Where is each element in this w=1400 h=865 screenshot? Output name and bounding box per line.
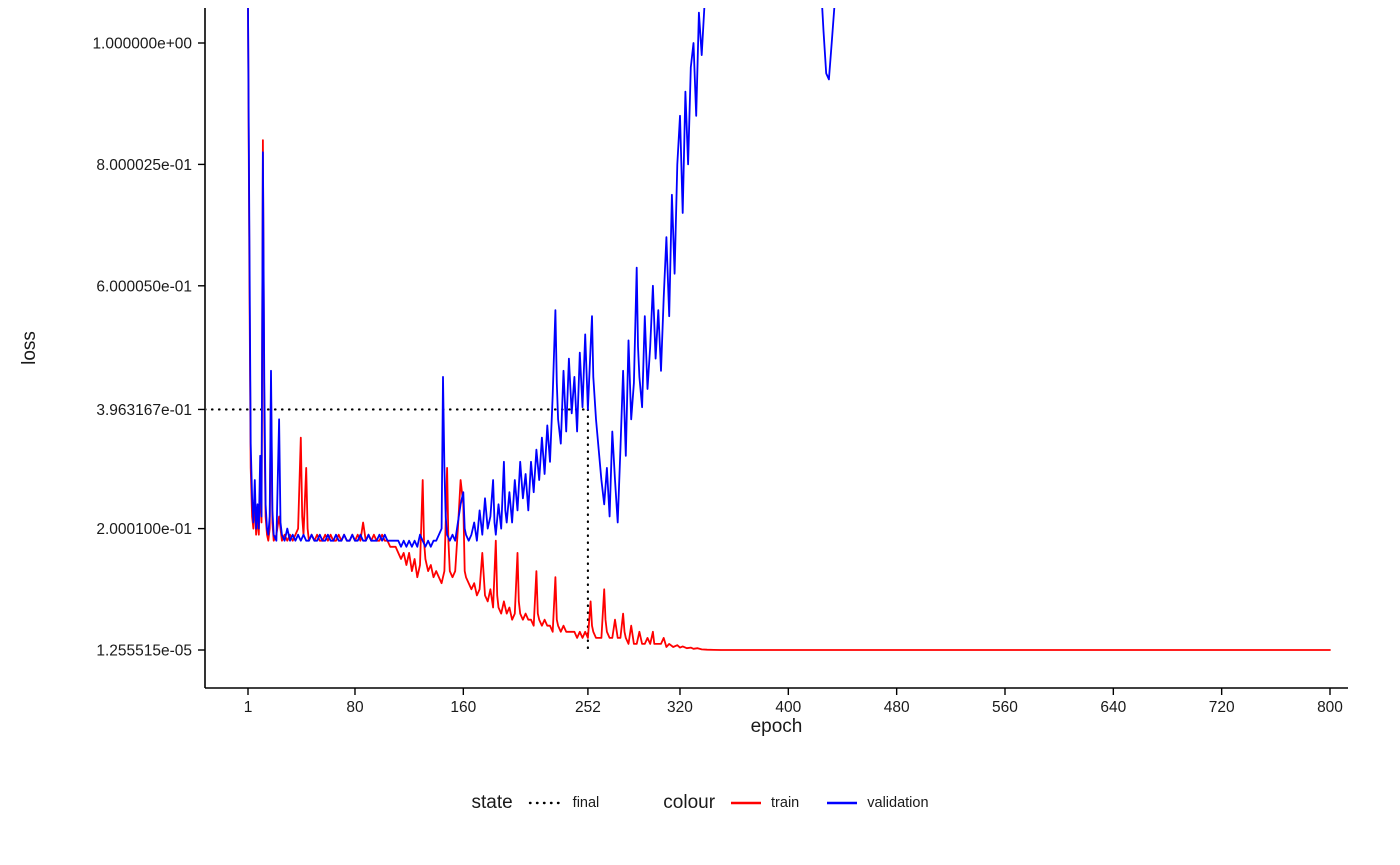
x-tick-label: 640 — [1100, 699, 1126, 716]
x-tick-label: 1 — [244, 699, 253, 716]
x-tick-label: 480 — [884, 699, 910, 716]
x-tick-label: 720 — [1209, 699, 1235, 716]
validation-line — [247, 8, 836, 548]
y-axis-title: loss — [19, 331, 40, 365]
train-line — [247, 8, 1331, 651]
legend-train-label: train — [771, 795, 800, 811]
x-tick-label: 400 — [775, 699, 801, 716]
legend-colour-title: colour — [663, 792, 716, 813]
validation-line-swatch-icon — [827, 801, 858, 805]
y-tick-label: 8.000025e-01 — [96, 157, 192, 174]
legend-state-title: state — [471, 792, 513, 813]
x-tick-label: 320 — [667, 699, 693, 716]
plot-panel: 1 80 160 252 320 400 480 560 640 720 800 1.255515e-… — [92, 8, 1348, 716]
x-tick-label: 80 — [346, 699, 364, 716]
y-tick-label: 1.255515e-05 — [96, 643, 192, 660]
train-line-swatch-icon — [731, 801, 762, 805]
x-tick-label: 560 — [992, 699, 1018, 716]
legend: state final colour train validation — [0, 792, 1400, 814]
x-tick-label: 160 — [450, 699, 476, 716]
legend-final-label: final — [572, 795, 600, 811]
y-tick-label: 2.000100e-01 — [96, 521, 192, 538]
x-tick-label: 252 — [575, 699, 601, 716]
y-tick-label: 1.000000e+00 — [92, 36, 192, 53]
x-axis-title: epoch — [750, 716, 803, 737]
legend-validation-label: validation — [867, 795, 929, 811]
x-tick-label: 800 — [1317, 699, 1343, 716]
y-tick-label: 6.000050e-01 — [96, 278, 192, 295]
final-dotted-swatch-icon — [528, 801, 563, 805]
y-tick-label: 3.963167e-01 — [96, 402, 192, 419]
